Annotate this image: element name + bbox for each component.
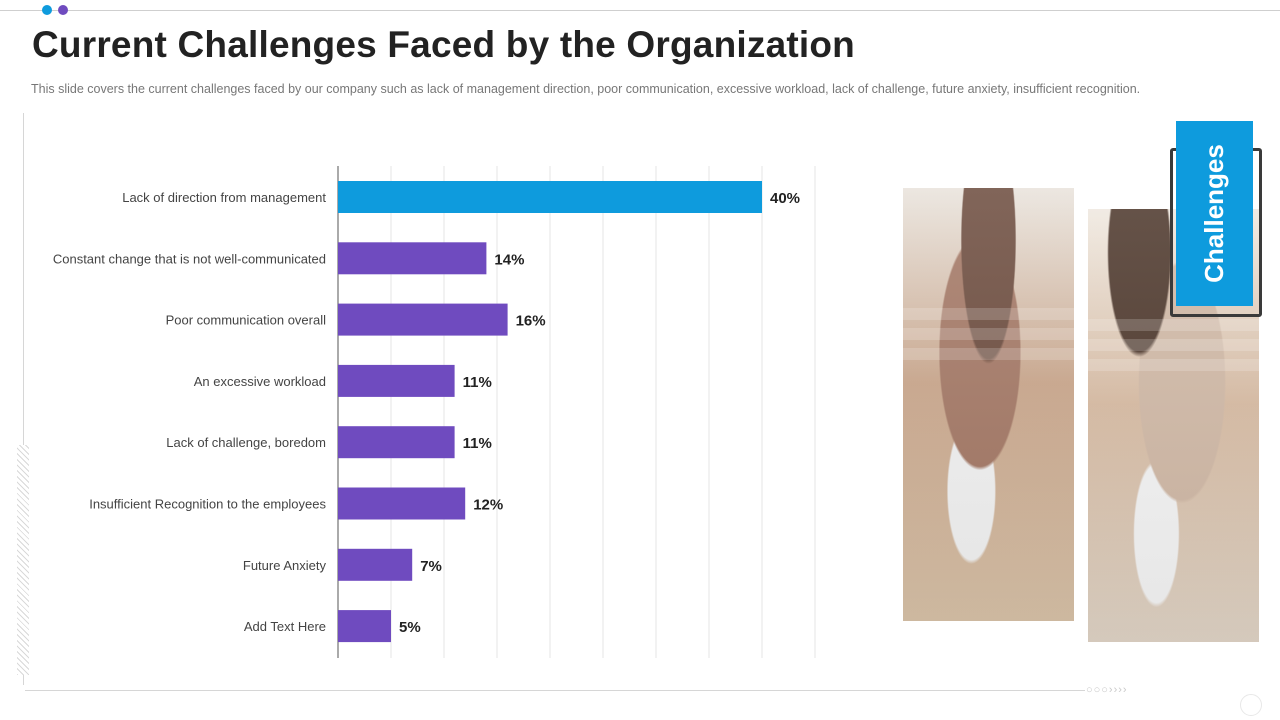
bar (338, 303, 508, 336)
bar (338, 610, 391, 643)
challenges-badge: Challenges (1176, 121, 1253, 306)
category-label: Lack of challenge, boredom (166, 435, 326, 450)
category-label: Future Anxiety (243, 558, 327, 573)
challenges-badge-label: Challenges (1199, 144, 1229, 283)
bar (338, 181, 762, 213)
category-label: Poor communication overall (166, 313, 327, 328)
value-label: 12% (473, 497, 503, 514)
bar (338, 364, 455, 397)
team-meeting-photo-left (903, 188, 1074, 621)
frame-bottom-line (25, 690, 1085, 691)
bar (338, 242, 487, 275)
page-title: Current Challenges Faced by the Organiza… (32, 24, 855, 65)
value-label: 14% (494, 251, 524, 268)
corner-circle-decoration (1240, 694, 1262, 716)
value-label: 16% (516, 313, 546, 330)
category-label: Constant change that is not well-communi… (53, 251, 326, 266)
bar (338, 487, 466, 520)
accent-dot-purple (58, 5, 68, 15)
hatch-decoration (17, 445, 29, 675)
value-label: 5% (399, 619, 421, 636)
bar-chart: Lack of direction from management Constan… (53, 166, 816, 658)
chevrons-decoration: ○○○›››› (1086, 684, 1128, 696)
value-label: 11% (463, 374, 492, 391)
chart-value-labels: 40% 14% 16% 11% 11% 12% 7% 5% (399, 190, 800, 636)
value-label: 7% (420, 558, 442, 575)
category-label: Add Text Here (244, 619, 326, 634)
chart-grid (337, 166, 816, 658)
chart-category-labels: Lack of direction from management Constan… (53, 190, 327, 634)
bar (338, 548, 413, 581)
frame-left-line (23, 113, 24, 685)
bar (338, 426, 455, 459)
page-subtitle: This slide covers the current challenges… (31, 82, 1141, 96)
category-label: An excessive workload (194, 374, 326, 389)
top-divider (0, 10, 1280, 11)
accent-dot-blue (42, 5, 52, 15)
category-label: Lack of direction from management (122, 190, 326, 205)
value-label: 40% (770, 190, 800, 207)
value-label: 11% (463, 435, 492, 452)
category-label: Insufficient Recognition to the employee… (89, 497, 326, 512)
chart-bars (338, 181, 762, 643)
